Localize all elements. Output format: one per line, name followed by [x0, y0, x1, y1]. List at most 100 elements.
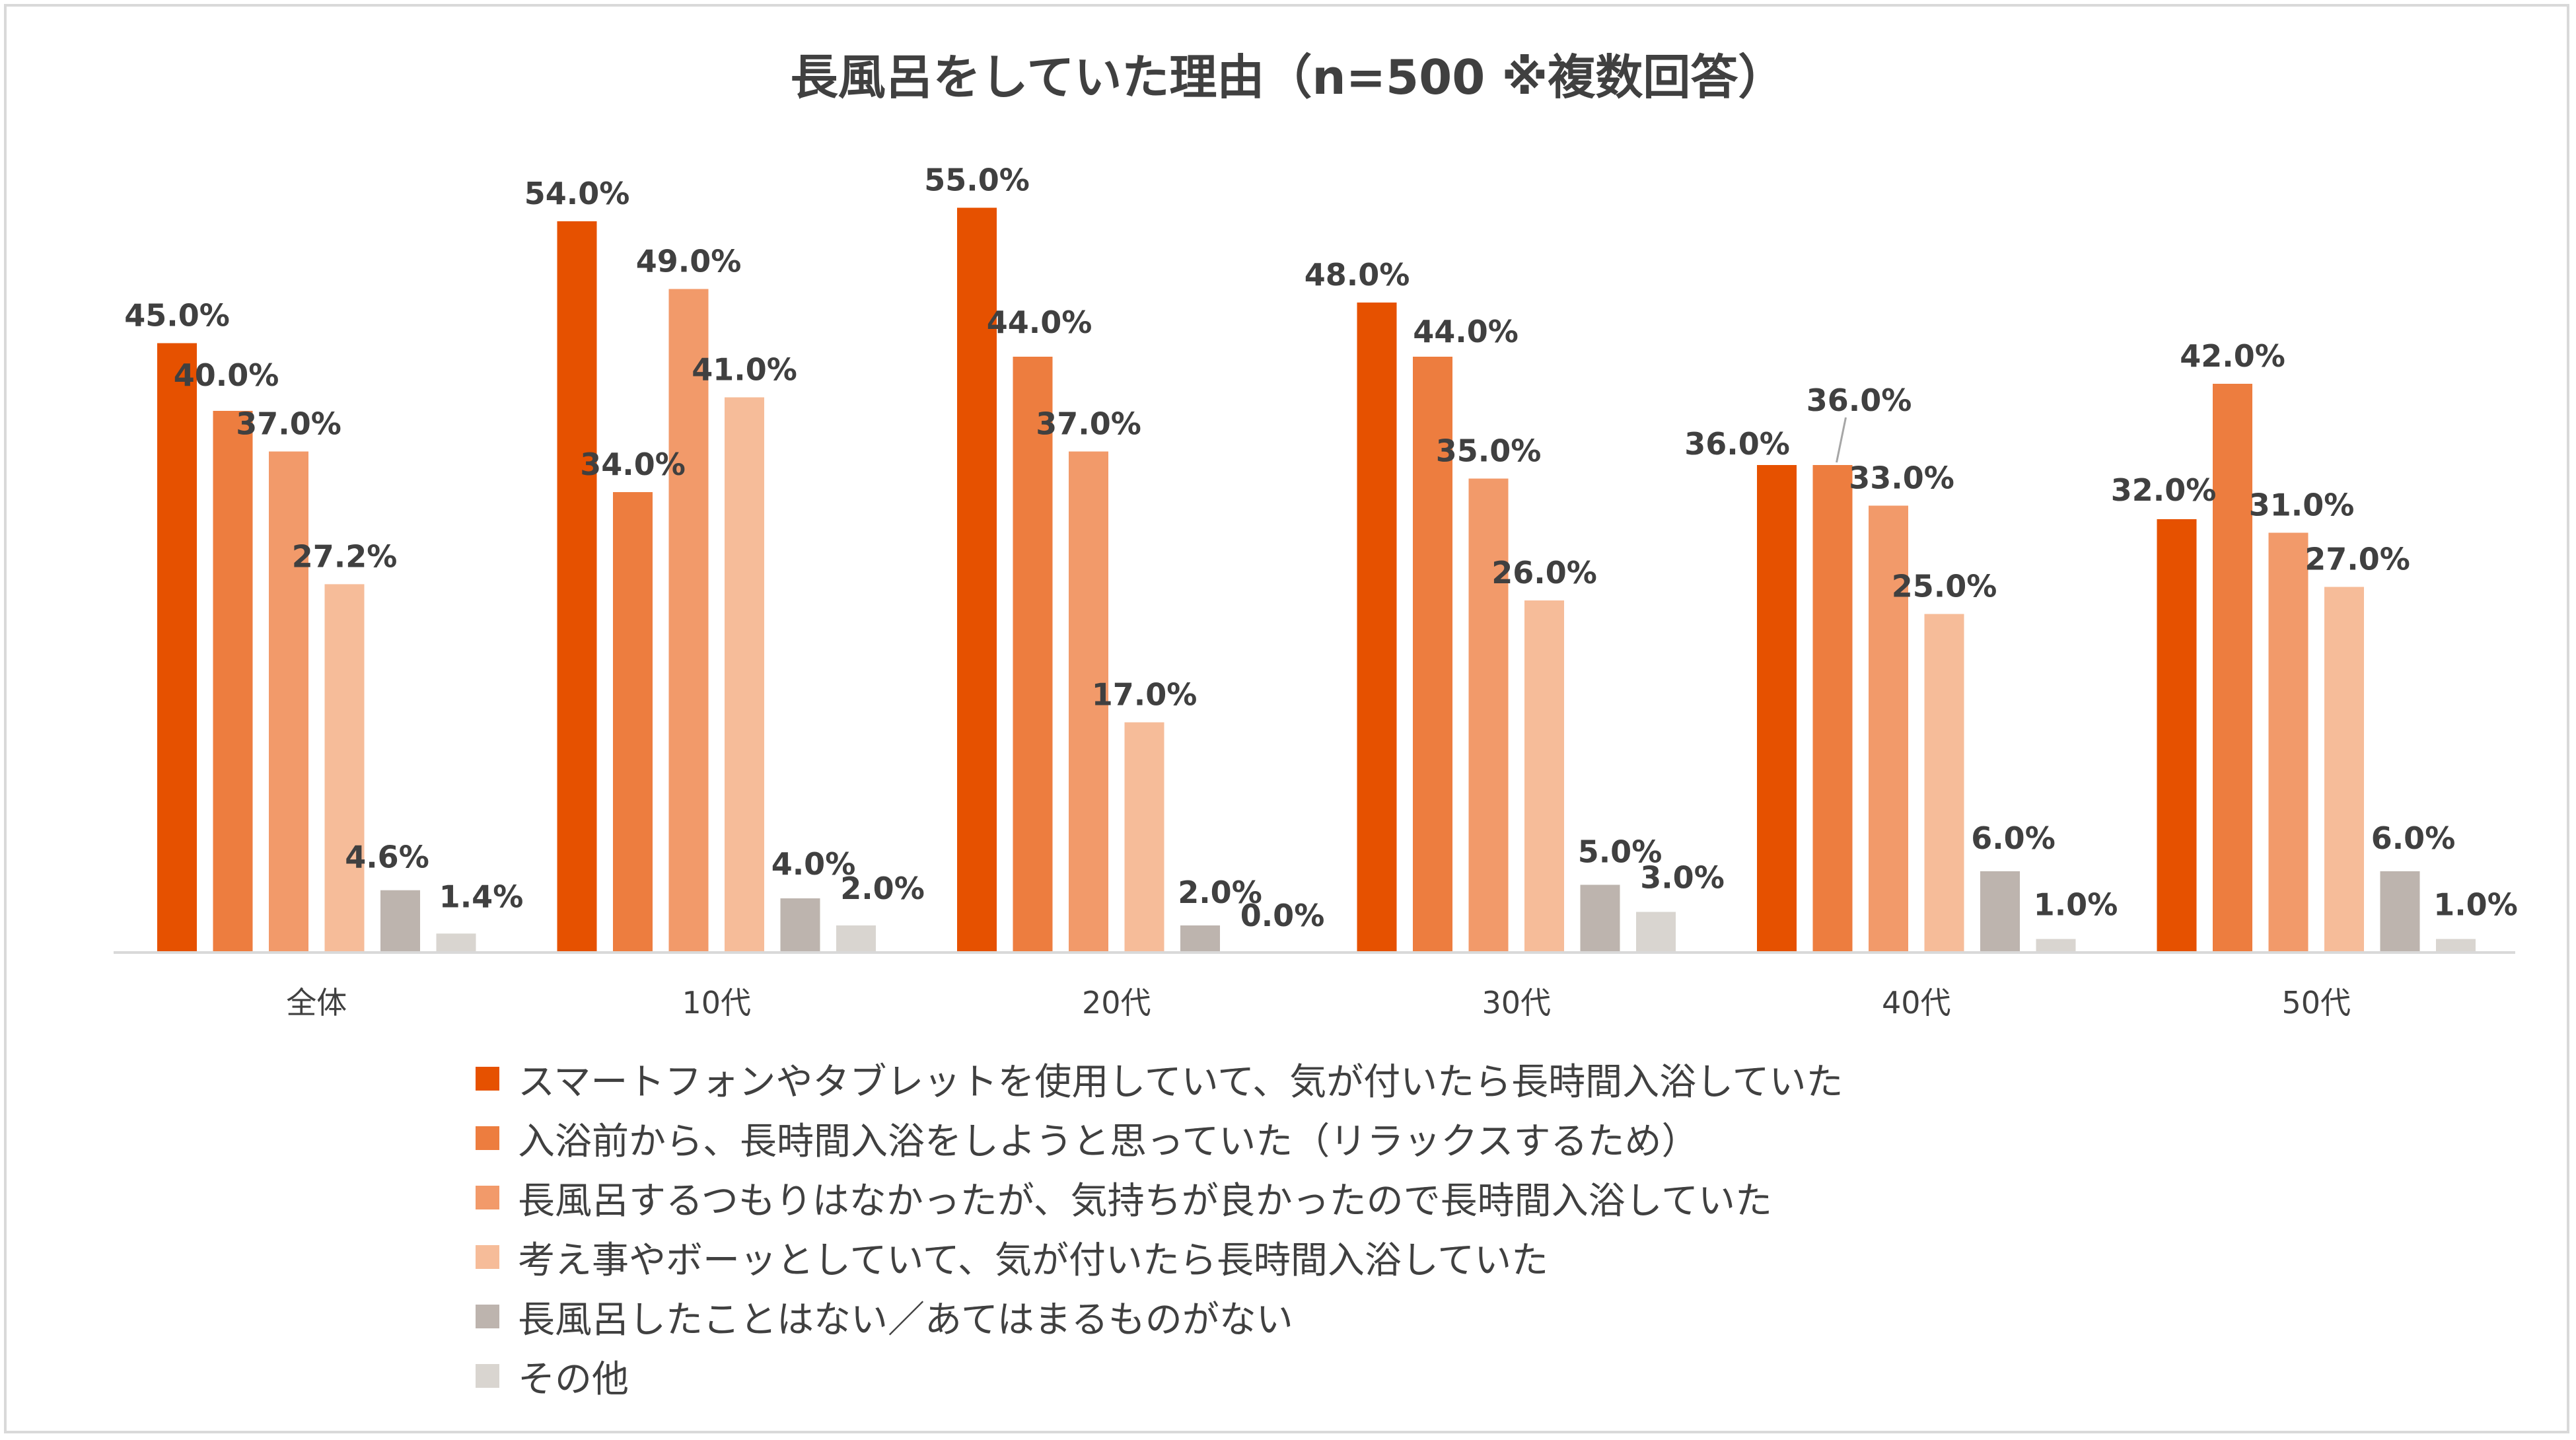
- category-label-6: 50代: [2281, 985, 2351, 1021]
- bar-1-4: [324, 584, 365, 953]
- legend-label-1: スマートフォンやタブレットを使用していて、気が付いたら長時間入浴していた: [518, 1060, 1843, 1104]
- legend-label-5: 長風呂したことはない／あてはまるものがない: [518, 1298, 1293, 1342]
- bar-1-1: [157, 343, 197, 953]
- bar-6-4: [2324, 587, 2364, 953]
- bar-6-1: [2157, 519, 2197, 953]
- legend-swatch-2: [476, 1126, 499, 1150]
- bar-5-3: [1869, 505, 1908, 953]
- data-label-3-5: 2.0%: [1178, 875, 1262, 910]
- legend-swatch-3: [476, 1186, 499, 1209]
- bar-2-4: [725, 397, 764, 953]
- category-label-5: 40代: [1882, 985, 1951, 1021]
- data-label-6-6: 1.0%: [2433, 887, 2518, 923]
- data-label-5-3: 33.0%: [1849, 460, 1954, 496]
- bar-3-3: [1069, 451, 1108, 953]
- legend-label-6: その他: [518, 1357, 629, 1401]
- data-label-2-5: 4.0%: [771, 846, 856, 882]
- data-label-4-3: 35.0%: [1436, 433, 1542, 469]
- data-label-3-3: 37.0%: [1036, 406, 1141, 442]
- bar-3-5: [1180, 925, 1220, 953]
- data-label-6-3: 31.0%: [2249, 487, 2355, 523]
- bar-6-3: [2268, 532, 2308, 953]
- legend-item-5: 長風呂したことはない／あてはまるものがない: [476, 1287, 1843, 1346]
- category-label-2: 10代: [682, 985, 751, 1021]
- legend-label-4: 考え事やボーッとしていて、気が付いたら長時間入浴していた: [518, 1239, 1549, 1282]
- legend-swatch-6: [476, 1364, 499, 1388]
- bar-2-3: [668, 289, 709, 953]
- data-label-5-1: 36.0%: [1684, 426, 1790, 462]
- data-label-5-2: 36.0%: [1807, 382, 1912, 418]
- data-label-4-5: 5.0%: [1578, 834, 1663, 870]
- bar-1-5: [380, 890, 420, 953]
- data-label-6-2: 42.0%: [2180, 338, 2285, 374]
- bar-5-5: [1980, 871, 2020, 953]
- data-label-2-3: 49.0%: [636, 244, 742, 279]
- data-label-4-4: 26.0%: [1491, 555, 1597, 591]
- data-label-2-1: 54.0%: [524, 176, 630, 211]
- data-label-1-6: 1.4%: [439, 879, 524, 914]
- chart-legend: スマートフォンやタブレットを使用していて、気が付いたら長時間入浴していた 入浴前か…: [476, 1049, 1843, 1406]
- bar-4-5: [1580, 884, 1620, 953]
- bar-4-2: [1413, 357, 1452, 953]
- data-label-4-1: 48.0%: [1305, 257, 1410, 293]
- bar-5-1: [1757, 465, 1797, 953]
- data-label-5-4: 25.0%: [1892, 569, 1997, 604]
- data-label-6-5: 6.0%: [2371, 820, 2456, 856]
- bar-5-2: [1812, 465, 1853, 953]
- bar-2-2: [613, 492, 653, 953]
- bar-4-4: [1524, 600, 1564, 953]
- category-label-3: 20代: [1082, 985, 1151, 1021]
- data-label-2-2: 34.0%: [580, 447, 686, 482]
- bar-1-3: [269, 451, 308, 953]
- data-label-6-4: 27.0%: [2305, 542, 2410, 577]
- bar-2-5: [780, 898, 820, 953]
- bar-2-6: [836, 925, 876, 953]
- data-label-leader-line: [1836, 417, 1847, 463]
- data-label-2-6: 2.0%: [840, 871, 925, 906]
- legend-swatch-5: [476, 1305, 499, 1328]
- data-label-1-1: 45.0%: [124, 298, 230, 334]
- data-label-1-2: 40.0%: [174, 357, 279, 393]
- bar-5-6: [2036, 939, 2076, 953]
- data-label-1-4: 27.2%: [292, 538, 398, 574]
- bar-4-1: [1357, 303, 1397, 953]
- bar-4-6: [1636, 912, 1676, 953]
- bar-3-1: [957, 207, 997, 953]
- legend-swatch-1: [476, 1067, 499, 1091]
- bar-4-3: [1468, 478, 1509, 953]
- bar-3-4: [1124, 722, 1164, 953]
- data-label-5-6: 1.0%: [2034, 887, 2118, 923]
- chart-frame: [4, 4, 2569, 1433]
- legend-item-2: 入浴前から、長時間入浴をしようと思っていた（リラックスするため）: [476, 1108, 1843, 1168]
- data-label-3-1: 55.0%: [924, 162, 1030, 198]
- bar-1-2: [213, 411, 253, 953]
- data-label-3-2: 44.0%: [987, 305, 1092, 340]
- legend-item-1: スマートフォンやタブレットを使用していて、気が付いたら長時間入浴していた: [476, 1049, 1843, 1108]
- legend-item-3: 長風呂するつもりはなかったが、気持ちが良かったので長時間入浴していた: [476, 1168, 1843, 1227]
- data-label-2-4: 41.0%: [692, 352, 797, 388]
- bar-3-2: [1013, 357, 1053, 953]
- bar-5-4: [1924, 614, 1964, 953]
- category-label-4: 30代: [1482, 985, 1551, 1021]
- data-label-3-6: 0.0%: [1240, 898, 1325, 933]
- legend-label-2: 入浴前から、長時間入浴をしようと思っていた（リラックスするため）: [518, 1120, 1699, 1163]
- legend-swatch-4: [476, 1245, 499, 1269]
- category-label-1: 全体: [286, 985, 347, 1021]
- bar-6-6: [2436, 939, 2476, 953]
- data-label-1-5: 4.6%: [345, 840, 429, 875]
- bar-2-1: [557, 221, 597, 953]
- bar-6-5: [2380, 871, 2420, 953]
- data-label-4-6: 3.0%: [1640, 860, 1725, 896]
- legend-label-3: 長風呂するつもりはなかったが、気持ちが良かったので長時間入浴していた: [518, 1179, 1772, 1223]
- legend-item-4: 考え事やボーッとしていて、気が付いたら長時間入浴していた: [476, 1227, 1843, 1287]
- bar-6-2: [2213, 384, 2252, 953]
- data-label-6-1: 32.0%: [2111, 472, 2217, 508]
- data-label-1-3: 37.0%: [236, 406, 341, 442]
- legend-item-6: その他: [476, 1346, 1843, 1406]
- data-label-3-4: 17.0%: [1092, 677, 1198, 713]
- bar-1-6: [436, 933, 476, 953]
- data-label-5-5: 6.0%: [1971, 820, 2056, 856]
- chart-title: 長風呂をしていた理由（n=500 ※複数回答）: [790, 50, 1786, 105]
- data-label-4-2: 44.0%: [1413, 314, 1519, 349]
